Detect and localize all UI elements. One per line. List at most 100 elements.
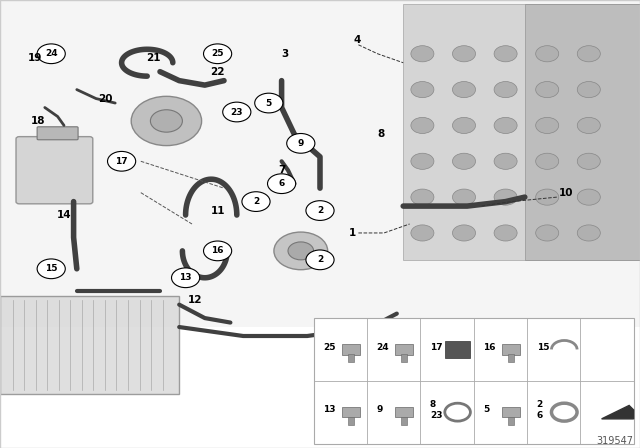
Circle shape	[494, 46, 517, 62]
FancyBboxPatch shape	[342, 345, 360, 354]
FancyBboxPatch shape	[445, 341, 470, 358]
Circle shape	[204, 241, 232, 261]
Circle shape	[494, 153, 517, 169]
Text: 9: 9	[298, 139, 304, 148]
Circle shape	[494, 189, 517, 205]
Text: 16: 16	[483, 343, 496, 352]
Circle shape	[577, 225, 600, 241]
Text: 10: 10	[559, 188, 573, 198]
Text: 13: 13	[179, 273, 192, 282]
Circle shape	[494, 117, 517, 134]
Circle shape	[306, 201, 334, 220]
Text: 2: 2	[317, 206, 323, 215]
Text: 21: 21	[147, 53, 161, 63]
Circle shape	[274, 232, 328, 270]
FancyBboxPatch shape	[37, 127, 78, 140]
Text: 8
23: 8 23	[430, 400, 442, 420]
Text: 22: 22	[211, 67, 225, 77]
Circle shape	[452, 82, 476, 98]
Bar	[348, 354, 354, 362]
Text: 15: 15	[536, 343, 549, 352]
Circle shape	[288, 242, 314, 260]
Circle shape	[268, 174, 296, 194]
Text: 9: 9	[376, 405, 383, 414]
Circle shape	[452, 225, 476, 241]
FancyBboxPatch shape	[502, 407, 520, 417]
Circle shape	[536, 117, 559, 134]
Circle shape	[411, 82, 434, 98]
FancyBboxPatch shape	[396, 407, 413, 417]
Text: 5: 5	[266, 99, 272, 108]
Circle shape	[204, 44, 232, 64]
FancyBboxPatch shape	[16, 137, 93, 204]
FancyBboxPatch shape	[396, 345, 413, 354]
Circle shape	[577, 153, 600, 169]
Circle shape	[411, 46, 434, 62]
Text: 2: 2	[253, 197, 259, 206]
Text: 6: 6	[278, 179, 285, 188]
Circle shape	[577, 117, 600, 134]
Bar	[0, 0, 640, 327]
Circle shape	[131, 96, 202, 146]
Text: 2: 2	[317, 255, 323, 264]
Circle shape	[452, 46, 476, 62]
Circle shape	[411, 153, 434, 169]
Text: 13: 13	[323, 405, 336, 414]
Circle shape	[287, 134, 315, 153]
Bar	[508, 417, 514, 425]
FancyBboxPatch shape	[403, 4, 640, 260]
Text: 25: 25	[211, 49, 224, 58]
Circle shape	[37, 44, 65, 64]
Circle shape	[494, 225, 517, 241]
FancyBboxPatch shape	[0, 296, 179, 394]
Circle shape	[223, 102, 251, 122]
Text: 8: 8	[377, 129, 385, 139]
Bar	[401, 417, 407, 425]
Text: 24: 24	[45, 49, 58, 58]
Circle shape	[577, 189, 600, 205]
Text: 19: 19	[28, 53, 42, 63]
Text: 24: 24	[376, 343, 389, 352]
Bar	[401, 354, 407, 362]
Circle shape	[452, 153, 476, 169]
Circle shape	[577, 82, 600, 98]
Text: 319547: 319547	[596, 436, 634, 446]
Text: 17: 17	[115, 157, 128, 166]
Text: 16: 16	[211, 246, 224, 255]
Circle shape	[411, 117, 434, 134]
Circle shape	[150, 110, 182, 132]
Circle shape	[306, 250, 334, 270]
Text: 17: 17	[430, 343, 442, 352]
Text: 7: 7	[278, 165, 285, 175]
Text: 2
6: 2 6	[536, 400, 543, 420]
Circle shape	[452, 189, 476, 205]
Circle shape	[108, 151, 136, 171]
Text: 18: 18	[31, 116, 45, 126]
Text: 11: 11	[211, 206, 225, 215]
Bar	[508, 354, 514, 362]
Circle shape	[452, 117, 476, 134]
Text: 1: 1	[348, 228, 356, 238]
Circle shape	[172, 268, 200, 288]
Circle shape	[411, 225, 434, 241]
FancyBboxPatch shape	[502, 345, 520, 354]
Circle shape	[494, 82, 517, 98]
FancyBboxPatch shape	[525, 4, 640, 260]
Circle shape	[536, 46, 559, 62]
Text: 12: 12	[188, 295, 202, 305]
Text: 3: 3	[281, 49, 289, 59]
Text: 23: 23	[230, 108, 243, 116]
Circle shape	[242, 192, 270, 211]
Text: 14: 14	[57, 210, 71, 220]
Circle shape	[37, 259, 65, 279]
Text: 4: 4	[353, 35, 361, 45]
Circle shape	[255, 93, 283, 113]
Circle shape	[411, 189, 434, 205]
Circle shape	[536, 225, 559, 241]
Circle shape	[536, 153, 559, 169]
Circle shape	[577, 46, 600, 62]
Text: 25: 25	[323, 343, 336, 352]
FancyBboxPatch shape	[342, 407, 360, 417]
Text: 20: 20	[99, 94, 113, 103]
Text: 15: 15	[45, 264, 58, 273]
